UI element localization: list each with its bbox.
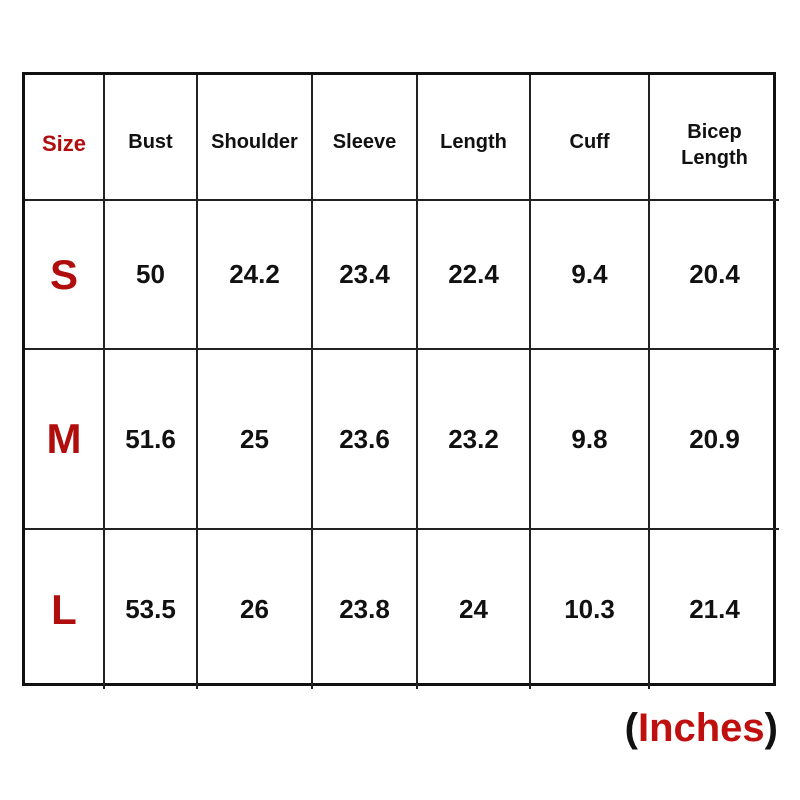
value: 9.4 bbox=[531, 201, 650, 350]
value: 53.5 bbox=[105, 530, 198, 689]
value: 23.8 bbox=[313, 530, 418, 689]
value: 22.4 bbox=[418, 201, 531, 350]
size: M bbox=[25, 350, 105, 530]
value: 10.3 bbox=[531, 530, 650, 689]
unit-text: Inches bbox=[637, 706, 765, 750]
value: 20.4 bbox=[650, 201, 779, 350]
value: 20.9 bbox=[650, 350, 779, 530]
head: Sleeve bbox=[313, 75, 418, 201]
size-table: Size Bust Shoulder Sleeve Length Cuff Bicep Le… bbox=[22, 72, 779, 689]
head: Shoulder bbox=[198, 75, 313, 201]
size: L bbox=[25, 530, 105, 689]
value: 50 bbox=[105, 201, 198, 350]
size: S bbox=[25, 201, 105, 350]
head: Cuff bbox=[531, 75, 650, 201]
value: 24 bbox=[418, 530, 531, 689]
value: 23.6 bbox=[313, 350, 418, 530]
unit-note: (Inches) bbox=[625, 706, 778, 751]
head: Bust bbox=[105, 75, 198, 201]
head: Size bbox=[25, 75, 105, 201]
head: Bicep Length bbox=[650, 75, 779, 201]
value: 23.4 bbox=[313, 201, 418, 350]
value: 24.2 bbox=[198, 201, 313, 350]
value: 23.2 bbox=[418, 350, 531, 530]
value: 21.4 bbox=[689, 594, 740, 624]
value: 51.6 bbox=[105, 350, 198, 530]
paren: ( bbox=[624, 706, 638, 750]
head: Length bbox=[418, 75, 531, 201]
value: 26 bbox=[198, 530, 313, 689]
value: 9.8 bbox=[531, 350, 650, 530]
paren: ) bbox=[764, 706, 778, 750]
value: 25 bbox=[198, 350, 313, 530]
